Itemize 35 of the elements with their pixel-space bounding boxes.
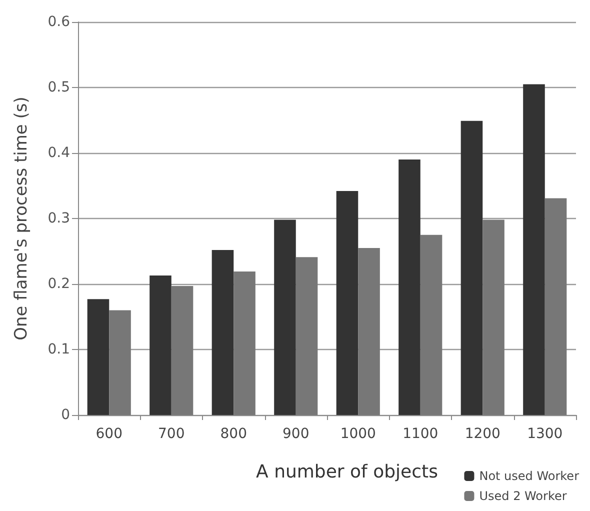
bar (544, 198, 567, 415)
bar (296, 257, 318, 415)
bar (212, 250, 234, 415)
y-tick-label: 0.2 (48, 276, 70, 292)
legend-label: Not used Worker (479, 469, 580, 483)
bar (358, 248, 380, 415)
x-tick-label: 700 (158, 426, 185, 442)
bar (234, 272, 256, 415)
bar (523, 84, 545, 415)
bar (460, 120, 483, 415)
x-tick-label: 900 (282, 426, 310, 442)
bar (150, 275, 172, 415)
bar (274, 220, 296, 415)
x-tick-label: 1200 (464, 426, 500, 442)
y-tick-label: 0.5 (48, 80, 70, 96)
x-tick-label: 1100 (402, 426, 438, 442)
y-tick-label: 0.1 (48, 342, 70, 358)
bar (171, 286, 194, 415)
x-tick-label: 600 (96, 426, 122, 442)
bar (336, 190, 358, 415)
y-tick-label: 0.6 (48, 14, 70, 30)
bar (87, 299, 110, 415)
legend-label: Used 2 Worker (479, 489, 567, 503)
bar (420, 234, 442, 415)
y-tick-label: 0.3 (48, 210, 70, 226)
bar (109, 310, 131, 415)
y-tick-label: 0.4 (48, 145, 70, 161)
bar (398, 160, 420, 415)
x-tick-label: 800 (220, 426, 247, 442)
y-tick-label: 0 (61, 407, 70, 423)
x-axis-title: A number of objects (256, 462, 438, 482)
x-tick-label: 1300 (527, 426, 563, 442)
y-axis-title: One flame's process time (s) (12, 96, 32, 340)
bar (482, 220, 504, 415)
x-tick-label: 1000 (340, 426, 376, 442)
